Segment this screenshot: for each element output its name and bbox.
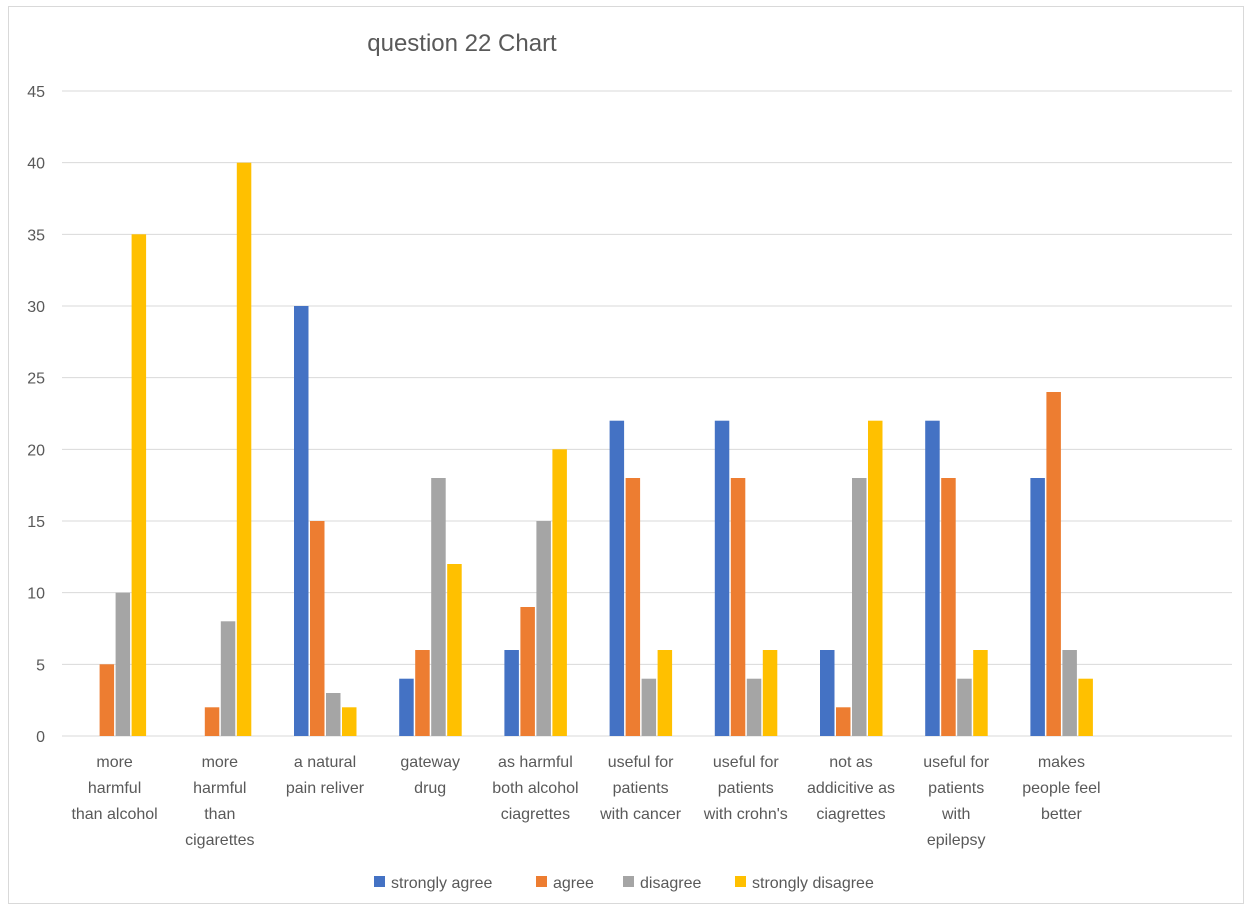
bar-agree-3 — [310, 521, 325, 736]
y-tick-label: 40 — [27, 156, 45, 173]
bar-disagree-2 — [220, 621, 236, 736]
x-tick-label: both alcohol — [492, 780, 578, 797]
bar-agree-5 — [520, 607, 535, 736]
bar-disagree-3 — [326, 693, 341, 736]
bar-disagree-4 — [431, 478, 446, 736]
bar-strongly-disagree-6 — [657, 650, 673, 736]
bar-agree-2 — [204, 707, 220, 736]
bar-strongly-agree-7 — [714, 420, 730, 736]
bar-strongly-disagree-5 — [552, 449, 567, 736]
y-tick-label: 25 — [27, 371, 45, 388]
bar-strongly-disagree-4 — [447, 564, 462, 736]
x-tick-label: as harmful — [498, 754, 573, 771]
legend-label-disagree: disagree — [640, 875, 701, 892]
x-tick-label: useful for — [713, 754, 779, 771]
x-tick-label: with cancer — [599, 806, 682, 823]
y-tick-label: 45 — [27, 84, 45, 101]
legend-swatch-strongly-disagree — [735, 876, 746, 887]
y-tick-label: 35 — [27, 227, 45, 244]
bar-disagree-10 — [1062, 650, 1077, 736]
bar-agree-10 — [1046, 392, 1061, 736]
bar-strongly-agree-3 — [294, 306, 309, 736]
x-tick-label: better — [1041, 806, 1083, 823]
bar-strongly-agree-10 — [1030, 478, 1045, 736]
legend-swatch-disagree — [623, 876, 634, 887]
bar-agree-4 — [415, 650, 430, 736]
bar-strongly-agree-9 — [925, 420, 940, 736]
x-tick-label: drug — [414, 780, 446, 797]
x-tick-label: useful for — [923, 754, 989, 771]
x-tick-label: ciagrettes — [816, 806, 885, 823]
x-tick-label: patients — [718, 780, 774, 797]
x-tick-label: than alcohol — [71, 806, 157, 823]
bar-agree-8 — [836, 707, 851, 736]
y-axis: 0 5 10 15 20 25 30 35 40 45 — [27, 84, 45, 746]
bar-strongly-disagree-10 — [1078, 678, 1093, 736]
bar-disagree-7 — [746, 678, 762, 736]
x-tick-label: than — [204, 806, 235, 823]
bar-agree-9 — [941, 478, 956, 736]
y-tick-label: 30 — [27, 299, 45, 316]
x-tick-label: more — [96, 754, 133, 771]
bar-agree-7 — [730, 478, 746, 736]
bar-agree-6 — [625, 478, 641, 736]
x-tick-label: harmful — [193, 780, 246, 797]
x-tick-label: harmful — [88, 780, 141, 797]
legend-swatch-strongly-agree — [374, 876, 385, 887]
x-tick-label: epilepsy — [927, 832, 986, 849]
x-tick-label: useful for — [608, 754, 674, 771]
bar-strongly-disagree-9 — [973, 650, 988, 736]
y-tick-label: 15 — [27, 514, 45, 531]
x-tick-label: not as — [829, 754, 873, 771]
bar-disagree-5 — [536, 521, 551, 736]
bar-strongly-agree-6 — [609, 420, 625, 736]
bar-strongly-disagree-8 — [868, 420, 883, 736]
x-tick-label: patients — [928, 780, 984, 797]
y-tick-label: 0 — [36, 729, 45, 746]
y-tick-label: 20 — [27, 442, 45, 459]
chart-frame — [8, 6, 1244, 904]
legend-swatch-agree — [536, 876, 547, 887]
x-tick-label: people feel — [1022, 780, 1100, 797]
bars — [99, 162, 1093, 737]
bar-strongly-disagree-2 — [236, 162, 252, 736]
y-tick-label: 10 — [27, 586, 45, 603]
bar-disagree-1 — [115, 592, 131, 736]
x-tick-label: makes — [1038, 754, 1085, 771]
bar-strongly-disagree-1 — [131, 234, 147, 737]
legend-label-strongly-disagree: strongly disagree — [752, 875, 874, 892]
legend-label-agree: agree — [553, 875, 594, 892]
x-tick-label: patients — [613, 780, 669, 797]
x-tick-label: cigarettes — [185, 832, 254, 849]
bar-disagree-9 — [957, 678, 972, 736]
x-tick-label: with crohn's — [703, 806, 788, 823]
x-tick-label: addicitive as — [807, 780, 895, 797]
bar-strongly-agree-5 — [504, 650, 519, 736]
bar-agree-1 — [99, 664, 115, 736]
x-tick-label: pain reliver — [286, 780, 365, 797]
bar-disagree-6 — [641, 678, 657, 736]
bar-strongly-agree-4 — [399, 678, 414, 736]
legend-label-strongly-agree: strongly agree — [391, 875, 492, 892]
x-tick-label: a natural — [294, 754, 356, 771]
y-tick-label: 5 — [36, 657, 45, 674]
x-tick-label: with — [941, 806, 970, 823]
x-tick-label: more — [202, 754, 239, 771]
bar-disagree-8 — [852, 478, 867, 736]
bar-strongly-agree-8 — [820, 650, 835, 736]
x-tick-label: gateway — [400, 754, 460, 771]
chart-title: question 22 Chart — [367, 30, 557, 57]
x-axis: more harmful than alcohol more harmful than ci… — [71, 754, 1100, 849]
x-tick-label: ciagrettes — [501, 806, 570, 823]
bar-strongly-disagree-7 — [762, 650, 778, 736]
legend: strongly agree agree disagree strongly disa… — [374, 875, 874, 892]
bar-strongly-disagree-3 — [342, 707, 357, 736]
